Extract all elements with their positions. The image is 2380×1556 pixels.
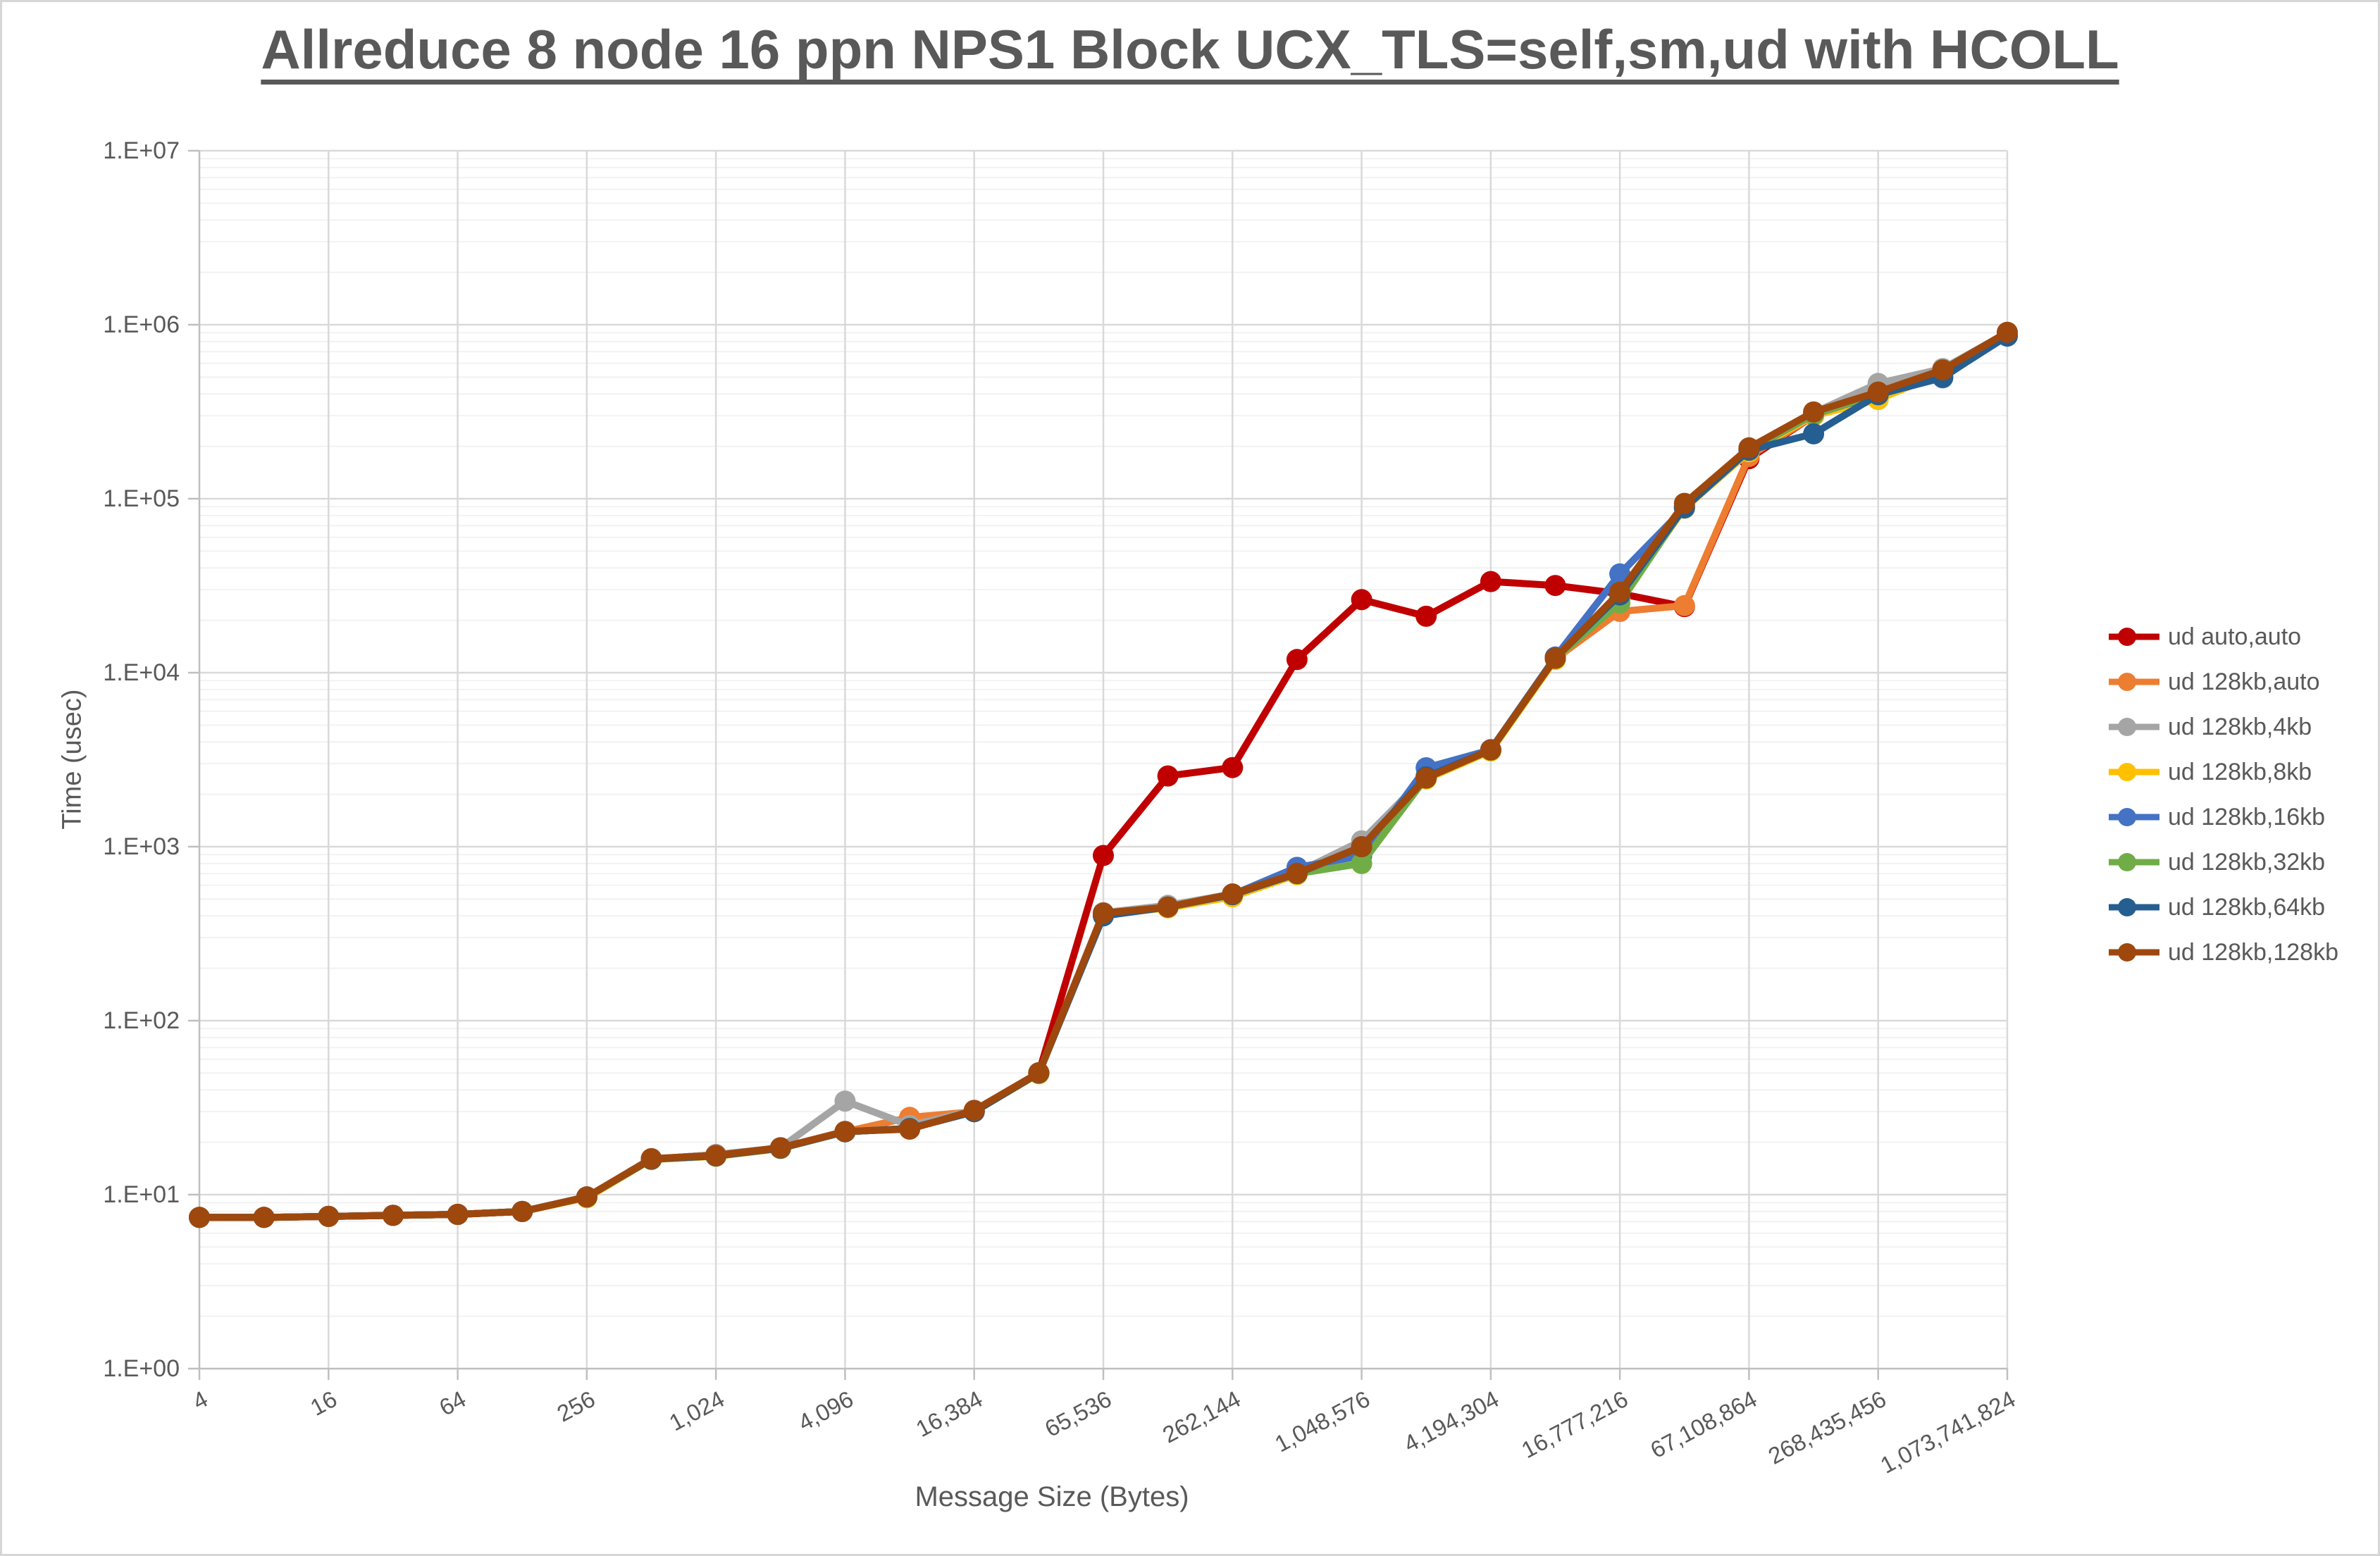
legend: ud auto,auto ud 128kb,auto ud 128kb,4kb ud … [2107,614,2338,975]
legend-item: ud 128kb,8kb [2107,749,2338,795]
y-tick-label: 1.E+02 [103,1007,180,1034]
legend-item: ud 128kb,4kb [2107,704,2338,749]
data-point-marker [512,1200,533,1222]
legend-marker-icon [2109,853,2159,871]
data-point-marker [1351,836,1372,857]
legend-item: ud 128kb,auto [2107,659,2338,704]
data-point-marker [1738,437,1760,459]
data-point-marker [576,1186,597,1208]
legend-item-label: ud 128kb,128kb [2168,938,2338,966]
data-point-marker [382,1205,404,1226]
data-point-marker [1093,902,1114,924]
legend-item-label: ud 128kb,auto [2168,668,2320,695]
data-point-marker [1157,896,1179,918]
data-point-marker [1222,883,1244,905]
legend-item-label: ud 128kb,8kb [2168,758,2312,785]
data-point-marker [1673,595,1695,616]
y-tick-label: 1.E+00 [103,1355,180,1382]
data-point-marker [640,1147,662,1169]
data-point-marker [1351,852,1372,874]
legend-marker-icon [2109,943,2159,961]
data-point-marker [1803,401,1825,423]
legend-marker-icon [2109,808,2159,826]
data-point-marker [318,1205,340,1227]
data-point-marker [834,1121,856,1143]
data-point-marker [1544,575,1566,597]
legend-item-label: ud 128kb,4kb [2168,713,2312,740]
data-point-marker [1157,765,1179,787]
data-point-marker [963,1100,985,1121]
data-point-marker [1867,381,1889,403]
data-point-marker [899,1119,921,1140]
data-point-marker [1673,492,1695,514]
data-point-marker [1803,423,1825,444]
data-point-marker [1286,862,1308,884]
data-point-marker [447,1204,469,1225]
data-point-marker [1544,647,1566,669]
data-point-marker [253,1207,275,1228]
data-point-marker [705,1145,727,1166]
legend-item-label: ud 128kb,64kb [2168,893,2326,921]
data-point-marker [1997,321,2018,343]
data-point-marker [1609,581,1631,603]
legend-item: ud auto,auto [2107,614,2338,659]
data-point-marker [1932,359,1954,381]
legend-item-label: ud auto,auto [2168,623,2302,650]
legend-marker-icon [2109,898,2159,916]
y-tick-label: 1.E+01 [103,1181,180,1208]
data-point-marker [1286,649,1308,671]
legend-marker-icon [2109,628,2159,646]
data-point-marker [1093,845,1114,866]
legend-marker-icon [2109,718,2159,736]
legend-item: ud 128kb,128kb [2107,930,2338,975]
data-point-marker [1415,767,1437,789]
legend-marker-icon [2109,763,2159,781]
series-ud-128kb-128kb [189,321,2018,1228]
chart-title: Allreduce 8 node 16 ppn NPS1 Block UCX_T… [261,18,2119,80]
legend-item-label: ud 128kb,16kb [2168,803,2326,830]
legend-item: ud 128kb,16kb [2107,795,2338,840]
y-tick-label: 1.E+06 [103,311,180,338]
x-axis-title: Message Size (Bytes) [915,1481,1189,1512]
legend-item: ud 128kb,64kb [2107,885,2338,930]
y-tick-label: 1.E+04 [103,659,180,686]
data-point-marker [1351,589,1372,611]
y-tick-label: 1.E+03 [103,833,180,860]
data-point-marker [1415,605,1437,627]
data-point-marker [189,1207,210,1228]
legend-item-label: ud 128kb,32kb [2168,848,2326,876]
y-tick-label: 1.E+05 [103,485,180,512]
legend-item: ud 128kb,32kb [2107,840,2338,885]
data-point-marker [1480,739,1501,761]
data-point-marker [1222,757,1244,778]
legend-marker-icon [2109,673,2159,691]
y-tick-label: 1.E+07 [103,137,180,164]
data-point-marker [769,1137,791,1159]
data-point-marker [1480,571,1501,592]
data-point-marker [1028,1062,1050,1083]
data-point-marker [834,1090,856,1112]
